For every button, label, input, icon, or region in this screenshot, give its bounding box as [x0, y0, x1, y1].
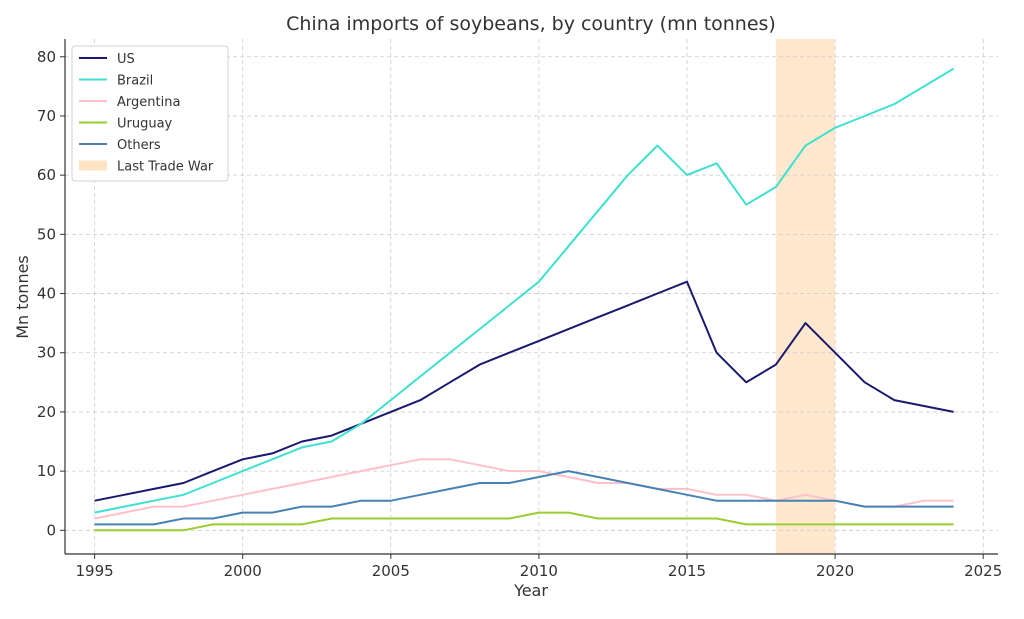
chart-title: China imports of soybeans, by country (m… — [286, 13, 776, 35]
y-tick-label-80: 80 — [37, 48, 56, 66]
x-axis-label: Year — [513, 581, 548, 600]
series-line-others — [94, 470, 954, 526]
legend-label-brazil: Brazil — [117, 74, 153, 89]
y-tick-label-10: 10 — [37, 462, 56, 480]
legend-label-us: US — [117, 52, 135, 67]
legend: US Brazil Argentina Uruguay Others Last Trade… — [71, 45, 229, 182]
plot-layer: 1995 2000 2005 2010 2015 2020 2025 0 10 20 30 40 50 6… — [37, 39, 1002, 580]
x-tick-label-2020: 2020 — [816, 562, 854, 580]
series-line-brazil — [94, 67, 955, 514]
legend-box — [71, 45, 229, 182]
x-tick-label-2025: 2025 — [964, 562, 1002, 580]
legend-label-others: Others — [117, 138, 161, 153]
x-tick-label-2010: 2010 — [520, 562, 558, 580]
shaded-region-1 — [775, 39, 836, 554]
legend-label-uruguay: Uruguay — [117, 117, 173, 132]
x-tick-label-2015: 2015 — [668, 562, 706, 580]
legend-label-last-trade-war: Last Trade War — [117, 160, 214, 175]
y-tick-label-50: 50 — [37, 225, 56, 243]
y-tick-label-60: 60 — [37, 166, 56, 184]
x-tick-label-1995: 1995 — [76, 562, 114, 580]
legend-label-argentina: Argentina — [117, 95, 180, 110]
series-line-us — [94, 280, 954, 502]
legend-swatch-last-trade-war — [79, 160, 107, 171]
series-line-argentina — [94, 458, 954, 520]
x-tick-label-2000: 2000 — [224, 562, 262, 580]
y-tick-label-40: 40 — [37, 285, 56, 303]
x-tick-label-2005: 2005 — [372, 562, 410, 580]
y-axis-label: Mn tonnes — [13, 255, 32, 339]
series-line-uruguay — [94, 511, 954, 532]
y-tick-label-20: 20 — [37, 403, 56, 421]
y-tick-label-30: 30 — [37, 344, 56, 362]
y-tick-label-70: 70 — [37, 107, 56, 125]
y-tick-label-0: 0 — [46, 521, 56, 539]
